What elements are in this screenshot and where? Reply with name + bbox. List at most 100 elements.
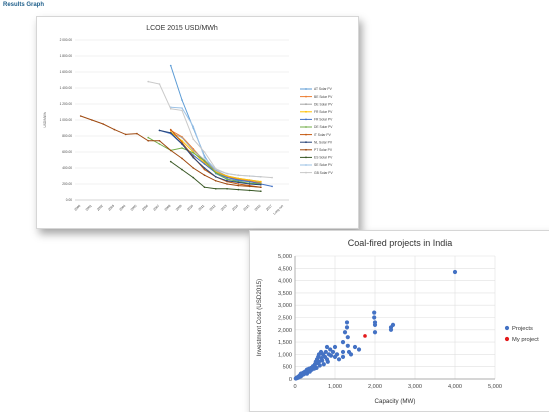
x-tick-label: 3,000 <box>408 384 422 390</box>
data-point <box>237 174 240 176</box>
data-point <box>169 108 172 110</box>
data-point <box>192 138 195 140</box>
y-tick-label: 2,000 <box>278 328 292 334</box>
data-point <box>158 140 161 142</box>
data-point <box>158 129 161 132</box>
coal-scatter-chart: Coal-fired projects in India 0 500 1,000 1,5… <box>256 238 539 405</box>
data-point <box>271 176 273 179</box>
data-point <box>192 167 195 169</box>
data-point <box>181 136 183 139</box>
x-tick-label: 2007 <box>152 204 160 212</box>
y-tick-label: 600.00 <box>62 150 72 154</box>
y-tick-label: 2,500 <box>278 316 292 322</box>
data-point <box>203 163 206 165</box>
x-tick-label: 2005 <box>130 204 138 212</box>
data-point <box>181 99 183 101</box>
x-tick-label: 2002 <box>96 204 104 212</box>
data-point <box>248 175 251 177</box>
data-point <box>203 160 206 162</box>
legend-marker <box>305 103 307 106</box>
data-point <box>342 330 348 335</box>
data-point <box>372 330 378 335</box>
legend-entry: My project <box>512 337 539 343</box>
data-point <box>214 176 217 178</box>
legend-marker <box>305 133 307 136</box>
x-tick-label: 2003 <box>107 204 115 212</box>
data-point <box>237 181 240 184</box>
data-point <box>226 183 228 185</box>
data-point <box>344 325 350 330</box>
data-point <box>248 189 251 192</box>
data-point <box>237 179 240 181</box>
data-point <box>260 176 262 178</box>
data-point <box>248 180 251 183</box>
data-point <box>203 156 206 159</box>
data-point <box>226 188 228 190</box>
series-line <box>170 106 261 178</box>
data-point <box>158 143 161 145</box>
x-tick-label: 2014 <box>231 204 239 212</box>
legend-marker <box>305 88 307 90</box>
x-tick-label: 0 <box>293 384 296 390</box>
data-point <box>271 185 273 188</box>
data-point <box>330 349 336 355</box>
y-tick-label: 500 <box>283 365 292 371</box>
data-point <box>226 180 228 182</box>
data-point <box>147 136 150 139</box>
legend-marker <box>305 110 307 113</box>
x-tick-label: 2011 <box>198 204 206 212</box>
data-point <box>452 269 458 275</box>
data-point <box>169 132 172 134</box>
data-point <box>158 83 161 85</box>
data-point <box>237 184 240 187</box>
data-point <box>226 175 228 177</box>
data-point <box>192 152 195 154</box>
series-line <box>80 115 261 188</box>
data-point <box>345 335 350 340</box>
legend-entry: AT Solar PV <box>314 87 333 91</box>
data-point <box>372 315 377 320</box>
legend-entry: IT Solar PV <box>314 133 332 137</box>
data-point <box>214 172 217 174</box>
data-point <box>260 180 262 183</box>
data-point <box>192 125 195 128</box>
data-point <box>203 174 206 176</box>
x-tick-label: 2,000 <box>368 384 382 390</box>
series-line <box>170 129 261 188</box>
x-tick-label: 2015 <box>242 204 250 212</box>
data-point <box>334 352 340 357</box>
data-point <box>316 359 322 364</box>
x-tick-label: 2006 <box>141 204 149 212</box>
data-point <box>328 353 334 358</box>
legend-entry: DE Solar PV <box>314 125 333 129</box>
x-tick-label: 2000 <box>73 204 81 212</box>
data-point <box>324 344 330 350</box>
data-point <box>363 334 367 338</box>
data-point <box>328 347 333 352</box>
legend-entry: SE Solar PV <box>314 163 333 167</box>
x-tick-label: 2010 <box>186 204 194 212</box>
chart-title: Coal-fired projects in India <box>348 238 453 248</box>
y-axis-label: Investment Cost (USD2015) <box>256 279 263 356</box>
data-point <box>203 167 206 169</box>
data-point <box>248 179 251 181</box>
y-tick-label: 1 800.00 <box>60 54 73 58</box>
series-line <box>148 81 273 179</box>
data-point <box>372 310 377 315</box>
y-tick-label: 0.00 <box>66 198 72 202</box>
x-tick-label: 2016 <box>254 204 262 212</box>
legend-entry: NL Solar PV <box>314 140 333 144</box>
y-tick-label: 200.00 <box>62 182 72 186</box>
data-point <box>390 322 396 327</box>
x-tick-label: 2001 <box>85 204 93 212</box>
legend-entry: ES Solar PV <box>314 156 333 160</box>
data-point <box>237 188 240 191</box>
data-point <box>181 143 183 145</box>
y-tick-label: 4,000 <box>278 279 292 285</box>
legend-marker <box>504 336 510 342</box>
y-tick-label: 2 000.00 <box>60 38 73 42</box>
coal-scatter-card: Coal-fired projects in India 0 500 1,000 1,5… <box>249 230 549 412</box>
data-point <box>203 168 206 171</box>
y-tick-label: 3,500 <box>278 291 292 297</box>
chart-title: LCOE 2015 USD/MWh <box>146 25 218 32</box>
